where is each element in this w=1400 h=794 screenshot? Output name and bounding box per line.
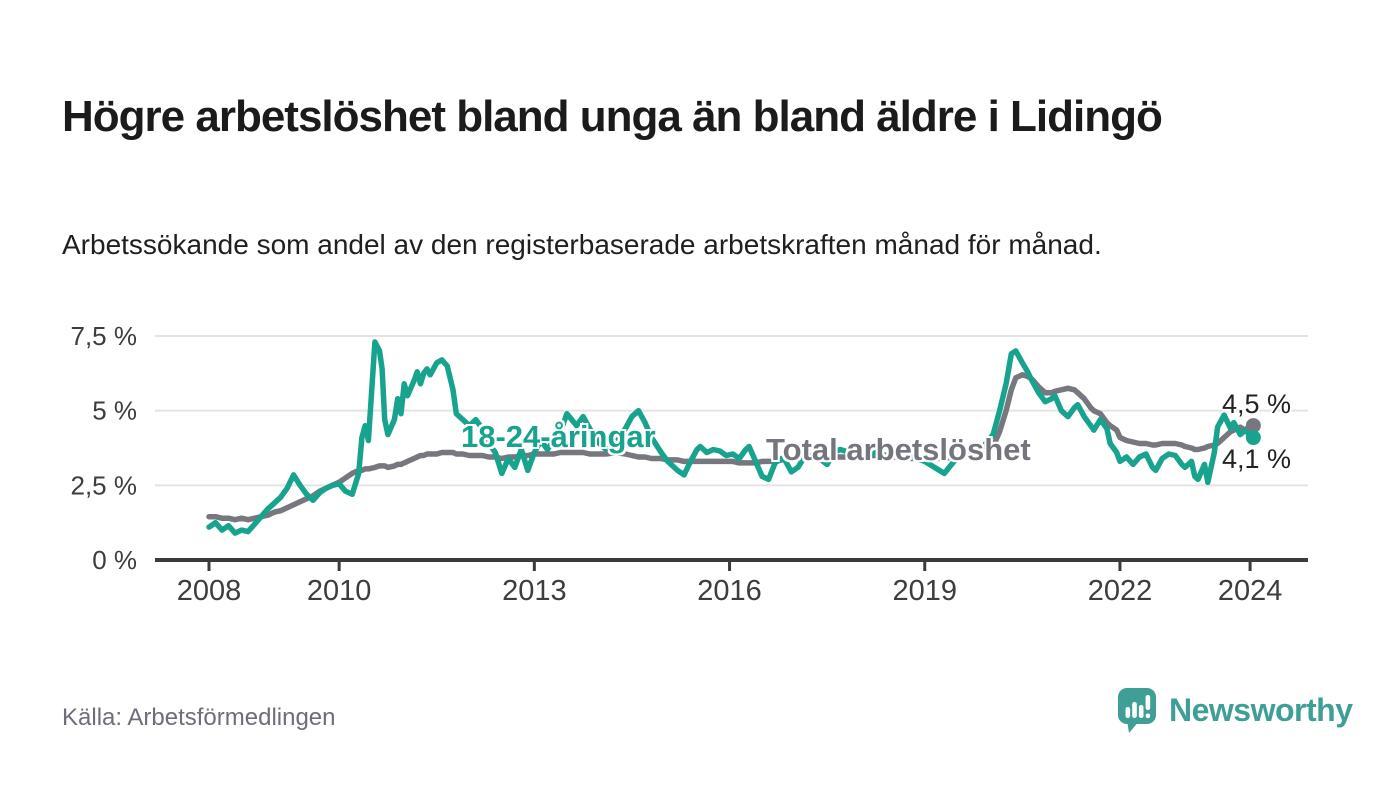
x-tick-label: 2024 bbox=[1218, 575, 1283, 607]
end-value-label-total: 4,5 % bbox=[1222, 389, 1292, 419]
x-tick-label: 2010 bbox=[307, 575, 372, 607]
end-value-label-youth: 4,1 % bbox=[1222, 444, 1292, 474]
x-tick-label: 2016 bbox=[697, 575, 762, 607]
series-line-total bbox=[206, 372, 1257, 523]
bar-chart-speech-bubble-icon bbox=[1118, 688, 1156, 733]
y-tick-label: 7,5 % bbox=[71, 321, 138, 351]
x-tick-label: 2019 bbox=[892, 575, 957, 607]
y-tick-label: 2,5 % bbox=[71, 470, 138, 500]
y-tick-label: 5 % bbox=[92, 396, 137, 426]
series-label-total: Total arbetslöshet bbox=[766, 432, 1031, 467]
source-note: Källa: Arbetsförmedlingen bbox=[62, 704, 336, 731]
x-tick-label: 2022 bbox=[1088, 575, 1153, 607]
series-line-youth bbox=[206, 339, 1257, 536]
page-subtitle: Arbetssökande som andel av den registerb… bbox=[62, 229, 1102, 260]
newsworthy-logo: Newsworthy bbox=[1116, 686, 1353, 734]
x-tick-label: 2008 bbox=[177, 575, 242, 607]
series-end-dot-youth bbox=[1245, 430, 1261, 446]
series-end-dot-total bbox=[1245, 418, 1261, 434]
x-tick-label: 2013 bbox=[502, 575, 567, 607]
newsworthy-logo-text: Newsworthy bbox=[1169, 691, 1353, 728]
page-title: Högre arbetslöshet bland unga än bland ä… bbox=[62, 92, 1163, 142]
series-label-youth: 18-24-åringar bbox=[461, 419, 656, 454]
y-tick-label: 0 % bbox=[92, 545, 137, 575]
